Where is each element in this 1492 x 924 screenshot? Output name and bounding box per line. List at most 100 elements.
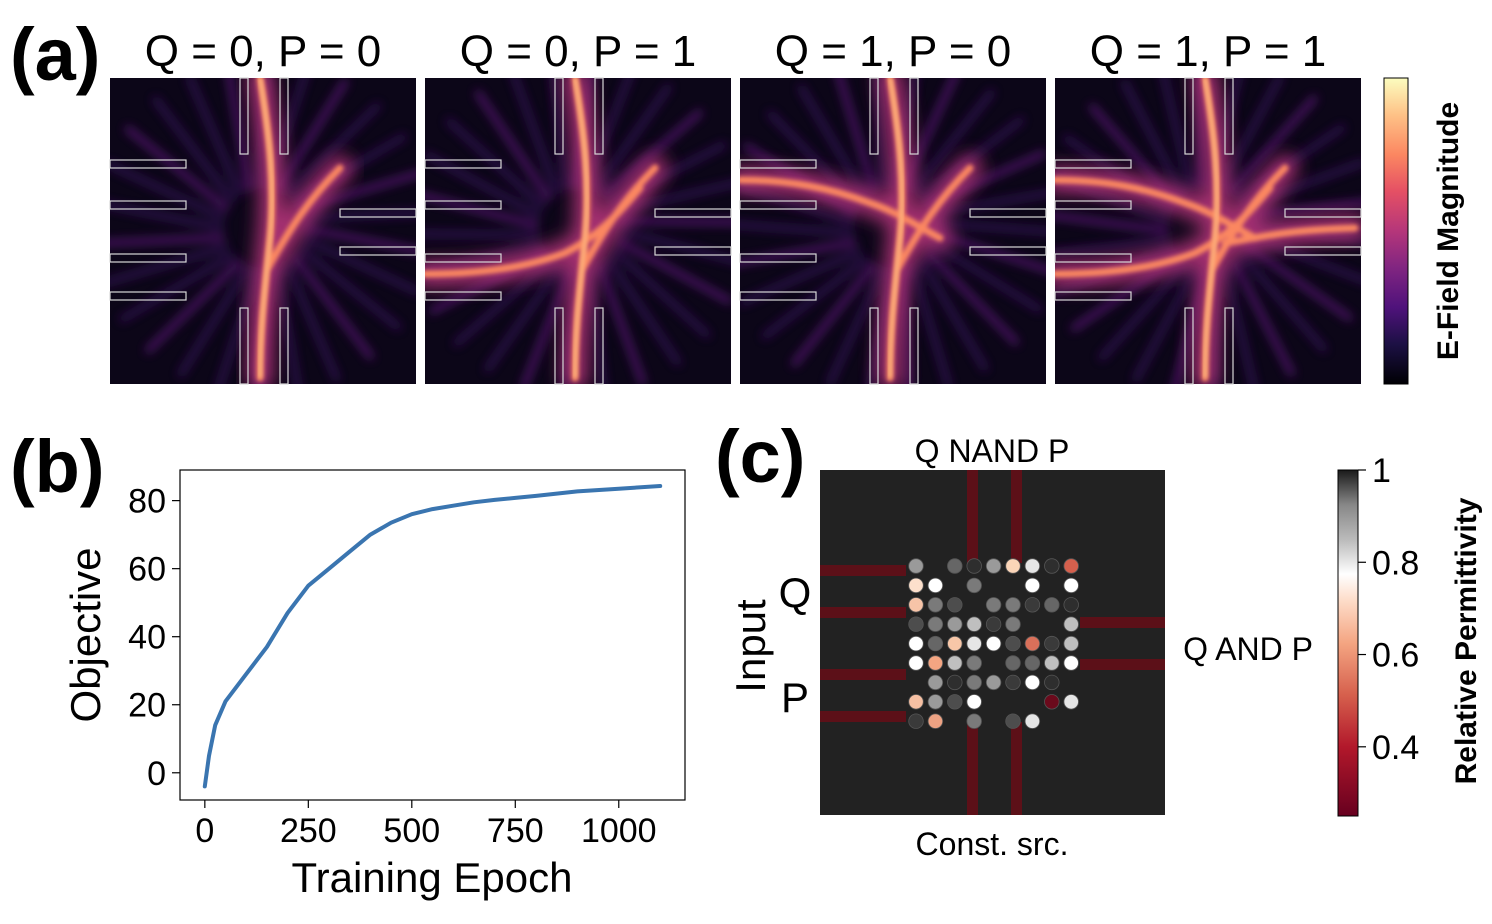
permittivity-cell	[947, 558, 963, 574]
permittivity-cell	[947, 616, 963, 632]
permittivity-cell	[927, 655, 944, 671]
field-panel-2	[424, 77, 732, 385]
permittivity-cell	[985, 597, 1002, 613]
waveguide-p-upper	[820, 669, 906, 680]
permittivity-cell	[1063, 558, 1079, 574]
permittivity-cell	[947, 635, 963, 652]
permittivity-cell	[1063, 635, 1079, 652]
permittivity-cell	[966, 674, 982, 691]
x-axis-label: Training Epoch	[292, 854, 573, 901]
waveguide-top-right	[1011, 470, 1022, 563]
permittivity-tick-label: 1	[1372, 452, 1391, 490]
permittivity-cell	[908, 713, 924, 729]
field-panel-1	[109, 77, 417, 385]
permittivity-cell	[927, 713, 944, 729]
permittivity-cell	[927, 616, 944, 632]
permittivity-cell	[1005, 616, 1021, 632]
permittivity-cell	[985, 558, 1002, 574]
permittivity-colorbar: 1 0.8 0.6 0.4 Relative Permittivity	[1337, 452, 1483, 817]
panel-a: (a) Q = 0, P = 0 Q = 0, P = 1 Q = 1, P = 0…	[10, 13, 1465, 385]
permittivity-cell	[985, 674, 1002, 691]
permittivity-cell	[927, 635, 944, 652]
permittivity-cell	[1044, 558, 1060, 574]
label-q-and-p: Q AND P	[1183, 631, 1313, 667]
permittivity-cell	[985, 616, 1002, 632]
permittivity-cell	[1024, 577, 1041, 594]
permittivity-tick-label: 0.8	[1372, 544, 1419, 582]
waveguide-bottom-right	[1011, 722, 1022, 815]
permittivity-cell	[927, 674, 944, 691]
waveguide-out-lower	[1080, 659, 1165, 670]
permittivity-cell	[966, 635, 982, 652]
label-q-nand-p: Q NAND P	[915, 433, 1070, 469]
permittivity-cell	[1024, 713, 1041, 729]
permittivity-cell	[1024, 597, 1041, 613]
y-tick-label: 40	[128, 619, 166, 657]
port-outlines	[739, 77, 1047, 385]
permittivity-cell	[1005, 597, 1021, 613]
panel-label-b: (b)	[10, 425, 105, 508]
permittivity-cell	[1044, 635, 1060, 652]
panel-label-a: (a)	[10, 13, 100, 96]
x-tick-label: 1000	[581, 812, 657, 850]
permittivity-cell	[1063, 655, 1079, 671]
permittivity-colorbar-label: Relative Permittivity	[1450, 497, 1483, 784]
permittivity-cell	[908, 655, 924, 671]
efield-colorbar-label: E-Field Magnitude	[1432, 102, 1465, 360]
permittivity-cell	[1024, 655, 1041, 671]
y-tick-label: 20	[128, 687, 166, 725]
field-beams	[425, 78, 668, 384]
permittivity-cell	[1044, 694, 1060, 710]
panel-b: (b) 0 250 500 750 1000 0 20 40 60 80 Training Epo…	[10, 425, 686, 901]
permittivity-cell	[985, 635, 1002, 652]
efield-colorbar: E-Field Magnitude	[1383, 77, 1465, 385]
line-plot-frame	[179, 469, 686, 801]
permittivity-cell	[947, 694, 963, 710]
permittivity-cell	[1005, 635, 1021, 652]
permittivity-cell	[1005, 655, 1021, 671]
port-outlines	[109, 77, 417, 385]
port-outlines	[1054, 77, 1362, 385]
waveguides	[820, 470, 1165, 815]
waveguide-q-upper	[820, 565, 906, 576]
waveguide-q-lower	[820, 607, 906, 618]
objective-series-line	[202, 484, 663, 789]
waveguide-bottom-left	[967, 722, 978, 815]
waveguide-top-left	[967, 470, 978, 563]
field-streaks	[740, 78, 1046, 384]
permittivity-cell	[947, 597, 963, 613]
y-tick-label: 60	[128, 551, 166, 589]
label-const-src: Const. src.	[916, 826, 1069, 862]
field-panel-title-2: Q = 0, P = 1	[460, 27, 696, 76]
label-input-q: Q	[779, 569, 812, 616]
y-axis-label: Objective	[62, 547, 109, 722]
permittivity-cell	[1044, 674, 1060, 691]
panel-label-c: (c)	[715, 415, 805, 498]
efield-colorbar-bar	[1383, 77, 1409, 385]
x-tick-label: 750	[487, 812, 544, 850]
y-tick-label: 80	[128, 483, 166, 521]
permittivity-cell	[966, 577, 982, 594]
x-tick-label: 500	[383, 812, 440, 850]
permittivity-cell	[947, 655, 963, 671]
label-input-p: P	[781, 674, 809, 721]
field-panel-4	[1054, 77, 1362, 385]
permittivity-cell	[1063, 577, 1079, 594]
permittivity-cell	[966, 694, 982, 710]
permittivity-cell	[908, 558, 924, 574]
permittivity-cell	[1063, 616, 1079, 632]
permittivity-cell	[908, 694, 924, 710]
waveguide-p-lower	[820, 711, 906, 722]
panel-c: (c) Q NAND P Q AND P Const. src. Input Q…	[715, 415, 1483, 862]
permittivity-cell	[927, 694, 944, 710]
permittivity-cell	[1005, 713, 1021, 729]
permittivity-cell	[966, 713, 982, 729]
y-tick-label: 0	[147, 755, 166, 793]
x-tick-label: 0	[195, 812, 214, 850]
permittivity-cell	[927, 577, 944, 594]
permittivity-cell	[908, 616, 924, 632]
permittivity-cell	[966, 616, 982, 632]
permittivity-cell	[1044, 597, 1060, 613]
permittivity-cell	[1005, 674, 1021, 691]
